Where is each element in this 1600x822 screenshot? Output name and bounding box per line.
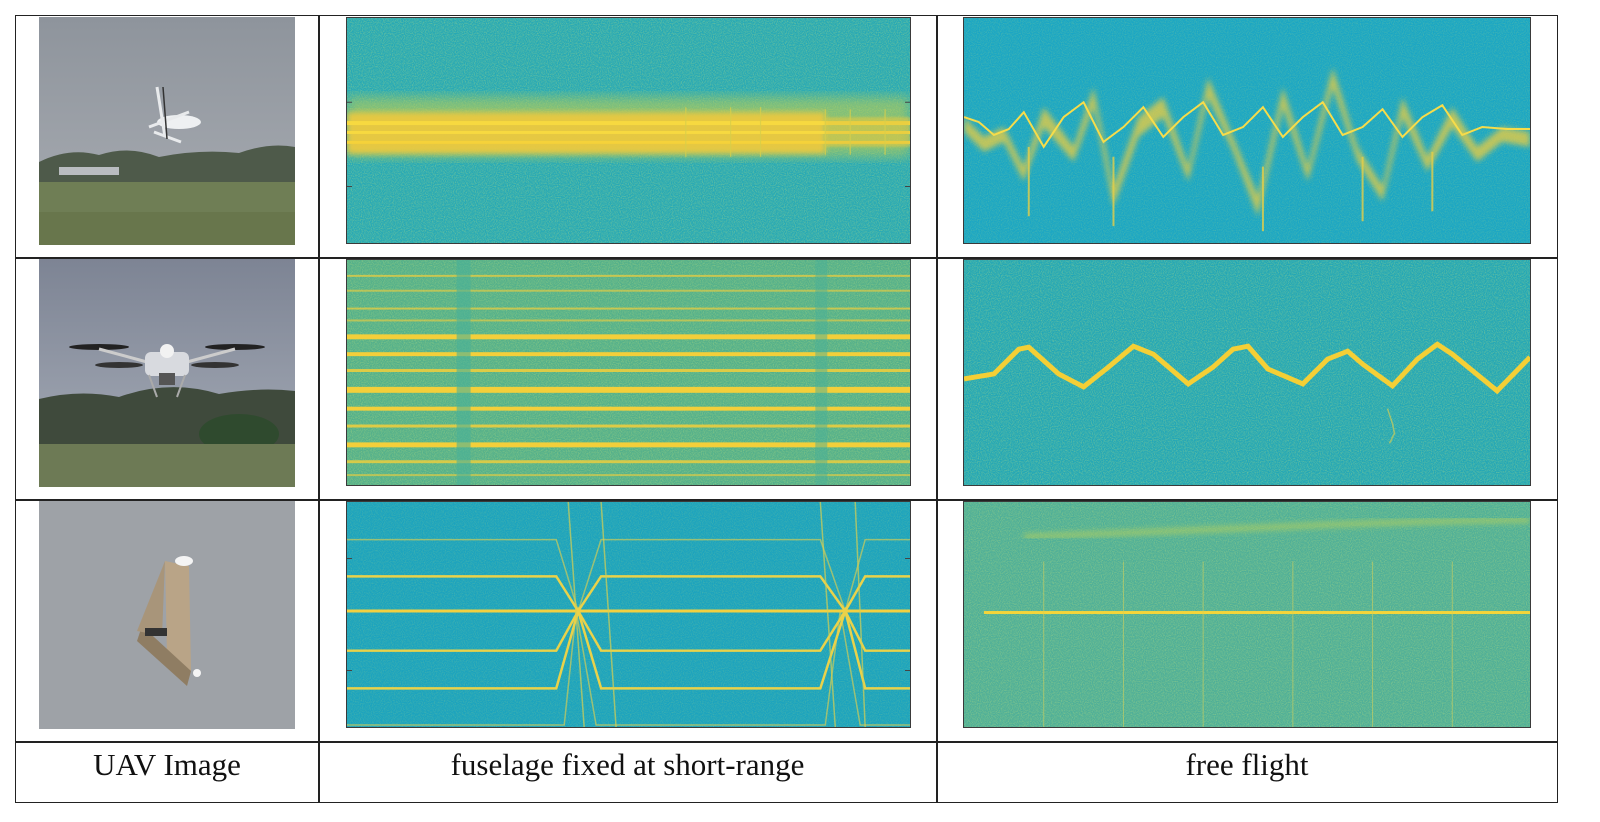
- quadcopter-uav-photo: [39, 259, 295, 487]
- row-divider: [16, 499, 1557, 501]
- column-header-free-flight: free flight: [1185, 747, 1309, 782]
- figure-table: UAV Image fuselage fixed at short-range …: [15, 15, 1558, 803]
- flying-wing-flight-spectrogram: [963, 501, 1531, 728]
- row-divider: [16, 741, 1557, 743]
- column-divider: [936, 16, 938, 802]
- column-header-uav-image: UAV Image: [93, 747, 241, 782]
- flying-wing-uav-photo: [39, 501, 295, 729]
- flying-wing-fixed-spectrogram: [346, 501, 911, 728]
- row-divider: [16, 257, 1557, 259]
- helicopter-flight-spectrogram: [963, 17, 1531, 244]
- quadcopter-flight-spectrogram: [963, 259, 1531, 486]
- helicopter-fixed-spectrogram: [346, 17, 911, 244]
- column-divider: [318, 16, 320, 802]
- helicopter-uav-photo: [39, 17, 295, 245]
- column-header-fuselage-fixed: fuselage fixed at short-range: [450, 747, 805, 782]
- quadcopter-fixed-spectrogram: [346, 259, 911, 486]
